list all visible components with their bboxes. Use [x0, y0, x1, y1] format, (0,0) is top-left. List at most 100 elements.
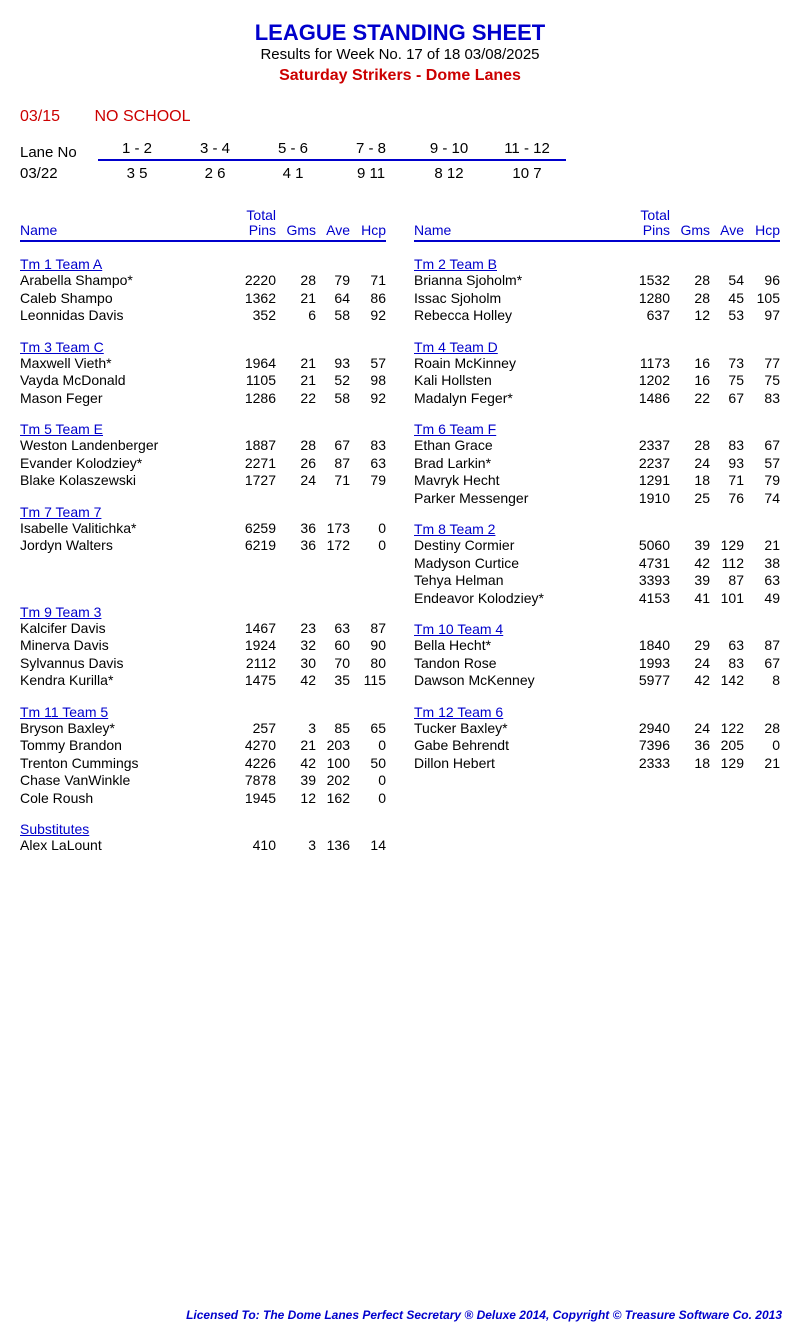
player-name: Roain McKinney — [414, 355, 626, 373]
player-name: Arabella Shampo* — [20, 272, 232, 290]
player-gms: 36 — [670, 737, 710, 755]
lane-pairs: 1 - 23 - 45 - 67 - 89 - 1011 - 12 — [98, 140, 566, 161]
team-block: Tm 5 Team EWeston Landenberger1887286783… — [20, 421, 386, 490]
player-ave: 60 — [316, 637, 350, 655]
player-gms: 3 — [276, 837, 316, 855]
player-hcp: 21 — [744, 537, 780, 555]
hdr-name: Name — [414, 222, 626, 238]
lane-pair: 5 - 6 — [254, 140, 332, 157]
player-ave: 53 — [710, 307, 744, 325]
lane-assign-cell: 4 1 — [254, 165, 332, 182]
player-hcp: 115 — [350, 672, 386, 690]
player-gms: 21 — [276, 737, 316, 755]
player-hcp: 67 — [744, 655, 780, 673]
team-block: Tm 9 Team 3Kalcifer Davis1467236387Miner… — [20, 604, 386, 690]
player-pins: 4226 — [232, 755, 276, 773]
player-gms: 24 — [276, 472, 316, 490]
lane-assign-cell: 2 6 — [176, 165, 254, 182]
player-name: Gabe Behrendt — [414, 737, 626, 755]
player-ave: 79 — [316, 272, 350, 290]
player-name: Issac Sjoholm — [414, 290, 626, 308]
player-gms: 39 — [670, 572, 710, 590]
lane-pair: 9 - 10 — [410, 140, 488, 157]
player-hcp: 0 — [350, 737, 386, 755]
column-header: NameTotalPinsGmsAveHcp — [414, 208, 780, 243]
player-row: Rebecca Holley637125397 — [414, 307, 780, 325]
player-name: Rebecca Holley — [414, 307, 626, 325]
hdr-gms: Gms — [670, 222, 710, 238]
player-hcp: 50 — [350, 755, 386, 773]
player-pins: 1467 — [232, 620, 276, 638]
player-pins: 2220 — [232, 272, 276, 290]
player-hcp: 80 — [350, 655, 386, 673]
team-block: Tm 4 Team DRoain McKinney1173167377Kali … — [414, 339, 780, 408]
player-name: Mason Feger — [20, 390, 232, 408]
player-pins: 1202 — [626, 372, 670, 390]
player-ave: 83 — [710, 437, 744, 455]
player-hcp: 0 — [350, 520, 386, 538]
player-hcp: 90 — [350, 637, 386, 655]
player-row: Kendra Kurilla*14754235115 — [20, 672, 386, 690]
player-pins: 4270 — [232, 737, 276, 755]
team-name: Tm 5 Team E — [20, 421, 386, 437]
team-block: Tm 10 Team 4Bella Hecht*1840296387Tandon… — [414, 621, 780, 690]
player-name: Bella Hecht* — [414, 637, 626, 655]
player-pins: 1105 — [232, 372, 276, 390]
player-row: Weston Landenberger1887286783 — [20, 437, 386, 455]
player-pins: 2237 — [626, 455, 670, 473]
player-hcp: 87 — [350, 620, 386, 638]
player-row: Kalcifer Davis1467236387 — [20, 620, 386, 638]
player-row: Tehya Helman3393398763 — [414, 572, 780, 590]
player-pins: 1964 — [232, 355, 276, 373]
league-name: Saturday Strikers - Dome Lanes — [20, 66, 780, 85]
player-ave: 67 — [316, 437, 350, 455]
player-hcp: 0 — [744, 737, 780, 755]
player-row: Tandon Rose1993248367 — [414, 655, 780, 673]
player-row: Trenton Cummings42264210050 — [20, 755, 386, 773]
player-pins: 1945 — [232, 790, 276, 808]
player-ave: 93 — [316, 355, 350, 373]
player-hcp: 14 — [350, 837, 386, 855]
player-name: Madyson Curtice — [414, 555, 626, 573]
team-name: Tm 6 Team F — [414, 421, 780, 437]
player-name: Endeavor Kolodziey* — [414, 590, 626, 608]
player-row: Parker Messenger1910257674 — [414, 490, 780, 508]
player-hcp: 0 — [350, 790, 386, 808]
player-ave: 70 — [316, 655, 350, 673]
team-name: Tm 10 Team 4 — [414, 621, 780, 637]
player-pins: 257 — [232, 720, 276, 738]
player-pins: 1840 — [626, 637, 670, 655]
player-ave: 73 — [710, 355, 744, 373]
player-hcp: 98 — [350, 372, 386, 390]
player-row: Evander Kolodziey*2271268763 — [20, 455, 386, 473]
player-name: Isabelle Valitichka* — [20, 520, 232, 538]
player-gms: 39 — [670, 537, 710, 555]
lane-assign-cell: 3 5 — [98, 165, 176, 182]
player-row — [20, 555, 386, 573]
player-pins: 2333 — [626, 755, 670, 773]
player-name: Tehya Helman — [414, 572, 626, 590]
player-hcp: 28 — [744, 720, 780, 738]
team-name: Tm 8 Team 2 — [414, 521, 780, 537]
player-ave: 71 — [316, 472, 350, 490]
player-pins: 1173 — [626, 355, 670, 373]
player-pins: 2940 — [626, 720, 670, 738]
player-pins: 4731 — [626, 555, 670, 573]
player-pins: 6259 — [232, 520, 276, 538]
player-pins: 1475 — [232, 672, 276, 690]
player-hcp: 38 — [744, 555, 780, 573]
player-name: Maxwell Vieth* — [20, 355, 232, 373]
player-ave: 45 — [710, 290, 744, 308]
player-name: Ethan Grace — [414, 437, 626, 455]
player-gms: 12 — [276, 790, 316, 808]
player-hcp: 83 — [744, 390, 780, 408]
player-ave: 85 — [316, 720, 350, 738]
player-gms: 32 — [276, 637, 316, 655]
player-pins: 1486 — [626, 390, 670, 408]
player-hcp: 21 — [744, 755, 780, 773]
player-pins: 1280 — [626, 290, 670, 308]
player-ave: 205 — [710, 737, 744, 755]
player-row: Madalyn Feger*1486226783 — [414, 390, 780, 408]
player-gms: 36 — [276, 537, 316, 555]
player-name: Minerva Davis — [20, 637, 232, 655]
